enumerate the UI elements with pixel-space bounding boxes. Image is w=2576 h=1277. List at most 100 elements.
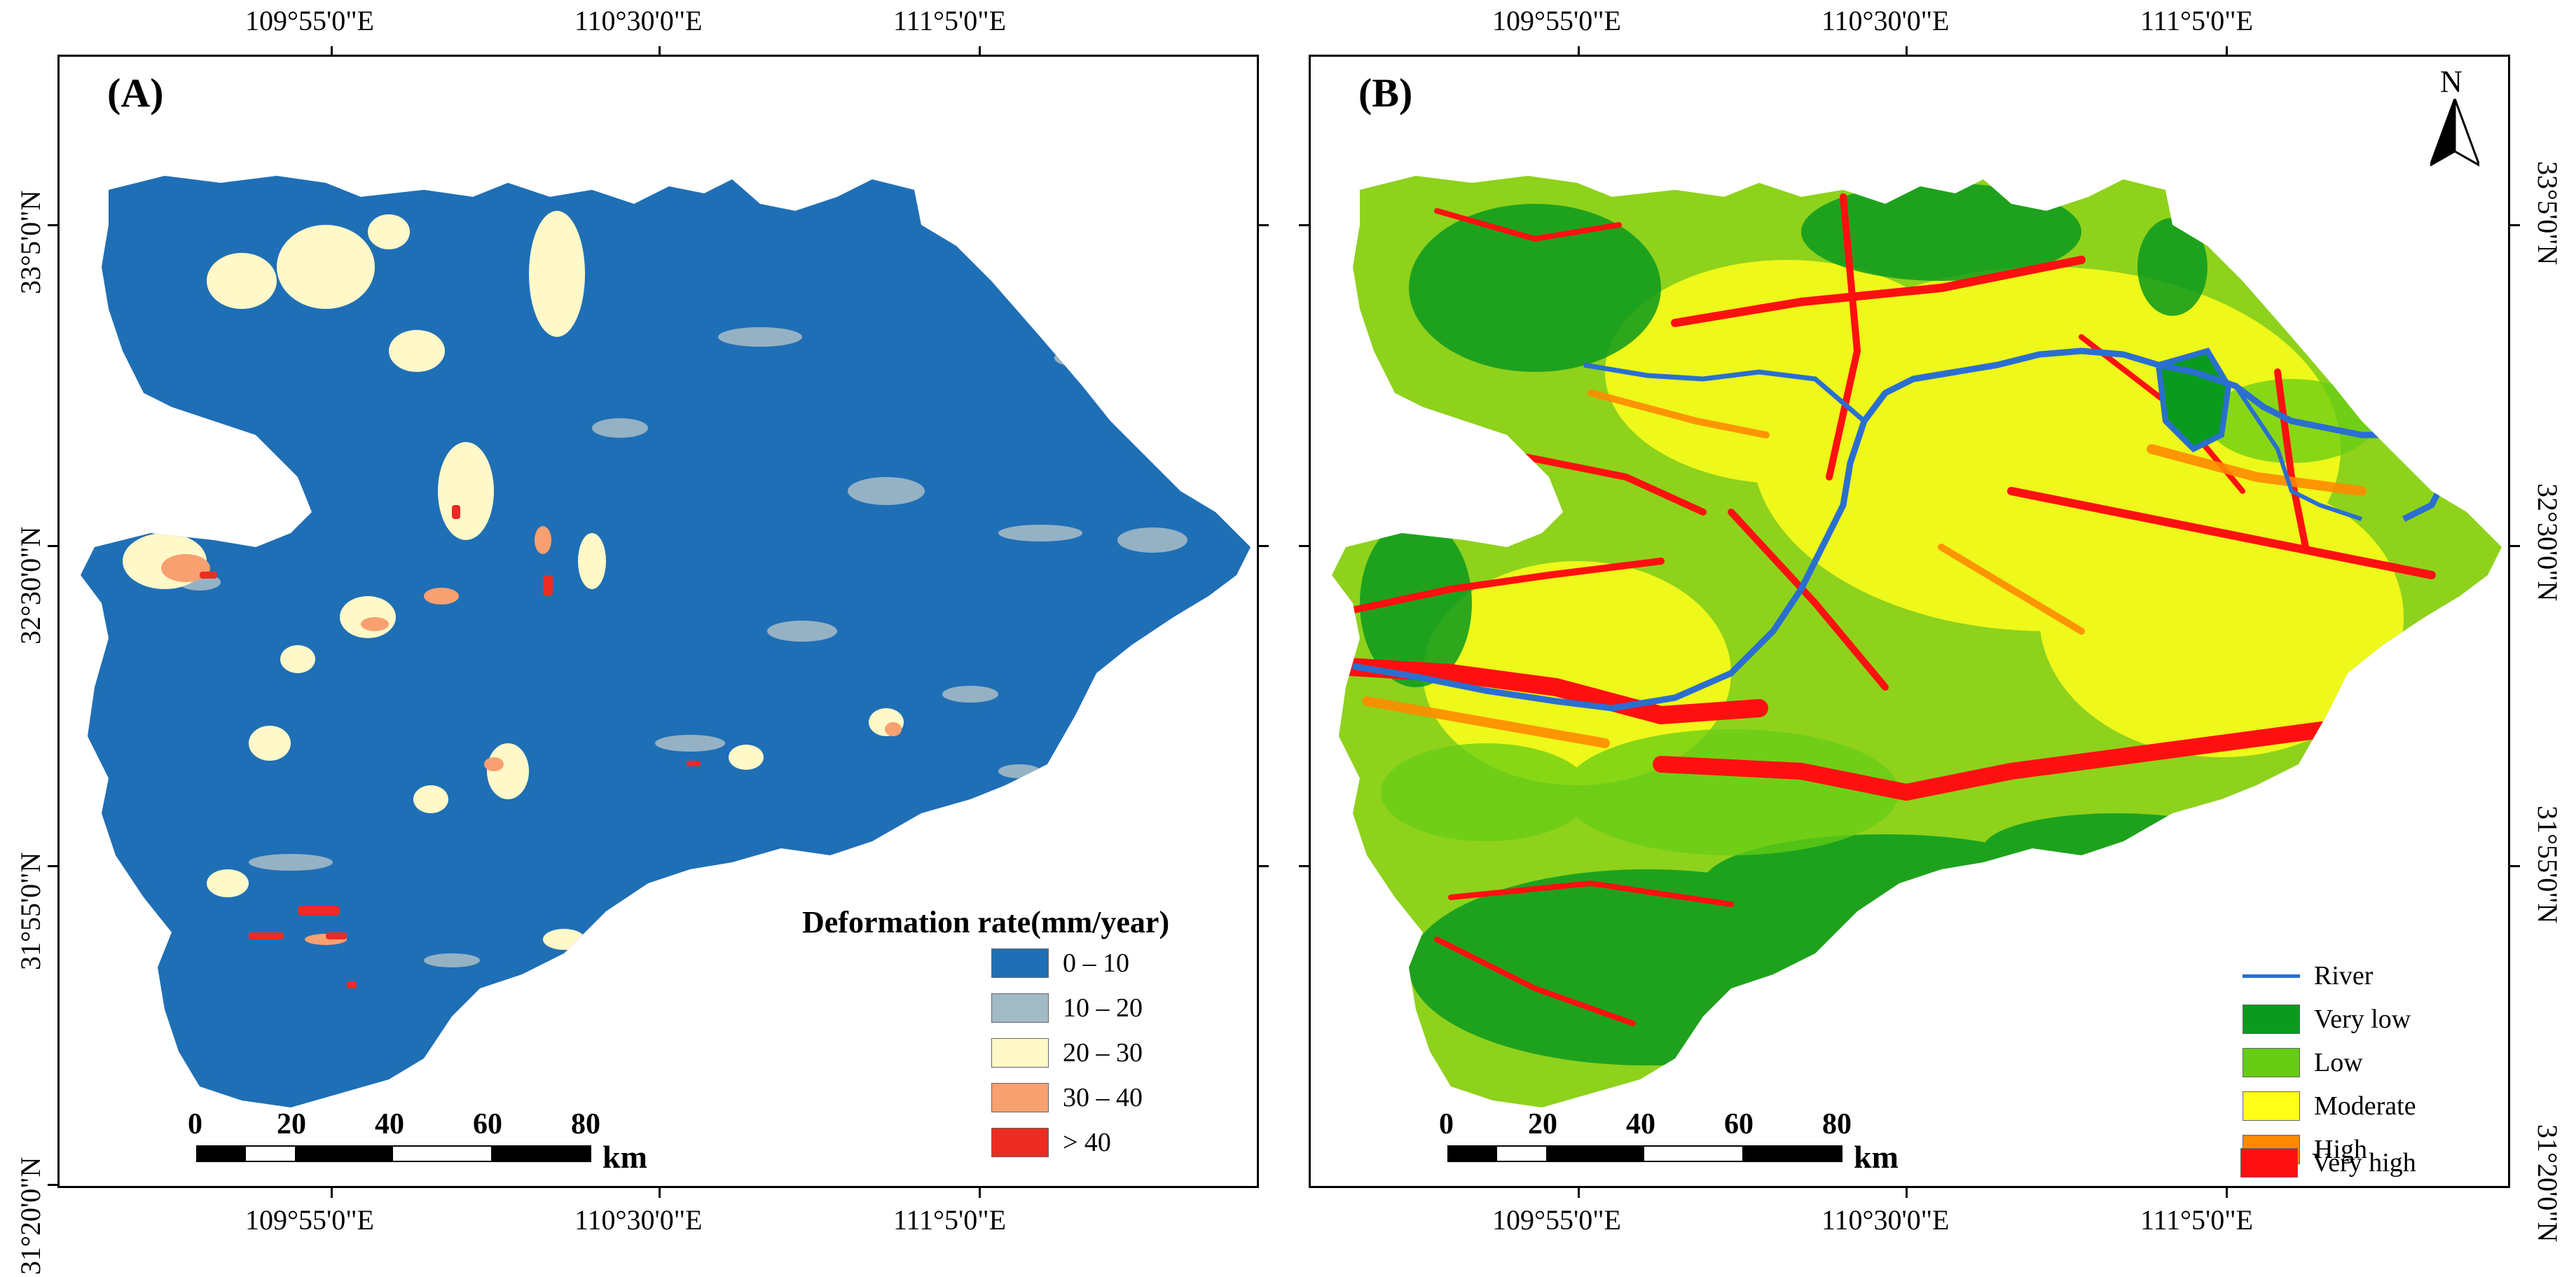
scale-tick-40: 40	[1626, 1108, 1655, 1140]
tick-top-a2	[659, 46, 661, 56]
tick-bot-a2	[659, 1188, 661, 1198]
top-lon-label-2: 110°30'0"E	[574, 5, 703, 36]
tick-top-a3	[979, 46, 981, 56]
tick-mid-b3	[1299, 865, 1309, 867]
tick-top-b3	[2226, 46, 2228, 56]
legend-label: Moderate	[2314, 1091, 2416, 1121]
scale-bar-a: 0 20 40 60 80 km	[188, 1107, 647, 1178]
legend-swatch	[2243, 1005, 2300, 1034]
legend-item-0-10: 0 – 10	[991, 948, 1129, 979]
deformation-map	[81, 176, 1251, 1107]
tick-mid-a1	[1259, 224, 1269, 226]
tick-mid-b2	[1299, 545, 1309, 547]
legend-swatch	[2240, 1148, 2298, 1178]
legend-item-20-30: 20 – 30	[991, 1037, 1143, 1068]
north-arrow: N	[2425, 64, 2488, 169]
tick-left-4	[48, 1184, 57, 1186]
scale-bar-b: 0 20 40 60 80 km	[1439, 1107, 1899, 1178]
lat-label-right-2: 32°30'0"N	[2532, 483, 2563, 602]
legend-label: 20 – 30	[1063, 1038, 1143, 1068]
deformation-legend-title: Deformation rate(mm/year)	[802, 905, 1170, 939]
scale-unit: km	[1854, 1139, 1899, 1175]
bottom-lon-label-4: 109°55'0"E	[1492, 1204, 1621, 1236]
legend-swatch	[991, 993, 1049, 1023]
scale-unit: km	[602, 1139, 647, 1175]
panel-a-label: (A)	[107, 70, 164, 116]
tick-bot-a1	[331, 1188, 333, 1198]
tick-left-1	[48, 224, 57, 226]
legend-item-very-low: Very low	[2243, 1004, 2411, 1035]
tick-right-2	[2510, 545, 2520, 547]
legend-swatch	[991, 1038, 1049, 1068]
lat-label-left-4: 31°20'0"N	[15, 1157, 46, 1275]
scale-tick-40: 40	[375, 1108, 404, 1140]
legend-label: River	[2314, 961, 2374, 990]
legend-label: 30 – 40	[1063, 1083, 1143, 1112]
lat-label-left-3: 31°55'0"N	[15, 852, 46, 970]
tick-top-a1	[331, 46, 333, 56]
scale-tick-80: 80	[571, 1108, 600, 1140]
north-arrow-icon	[2430, 99, 2479, 167]
legend-item-moderate: Moderate	[2243, 1091, 2416, 1121]
panel-b-label: (B)	[1358, 70, 1413, 116]
lat-label-right-1: 33°5'0"N	[2532, 161, 2563, 265]
legend-label: Very high	[2312, 1148, 2416, 1178]
scale-tick-20: 20	[1528, 1108, 1557, 1140]
legend-swatch	[991, 948, 1049, 978]
susceptibility-map	[1332, 176, 2502, 1107]
legend-label: High	[2314, 1135, 2367, 1164]
tick-bot-b1	[1578, 1188, 1580, 1198]
legend-item-very-high-row: Very high	[2240, 1147, 2416, 1178]
tick-top-b1	[1578, 46, 1580, 56]
legend-label: 0 – 10	[1063, 948, 1129, 978]
scale-tick-60: 60	[1724, 1108, 1754, 1140]
tick-left-2	[48, 545, 57, 547]
scale-tick-20: 20	[277, 1108, 306, 1140]
scale-tick-80: 80	[1822, 1108, 1852, 1140]
lat-label-right-3: 31°55'0"N	[2532, 806, 2563, 924]
north-label: N	[2440, 64, 2463, 99]
scale-bar-graphic	[196, 1145, 591, 1162]
legend-label: Low	[2314, 1048, 2363, 1077]
tick-bot-a3	[979, 1188, 981, 1198]
scale-bar-graphic	[1447, 1145, 1843, 1162]
scale-tick-60: 60	[473, 1108, 502, 1140]
legend-label: Very low	[2314, 1005, 2411, 1034]
legend-swatch	[2243, 1048, 2300, 1077]
scale-tick-0: 0	[1439, 1108, 1454, 1140]
legend-item-over-40: > 40	[991, 1127, 1111, 1158]
top-lon-label-4: 109°55'0"E	[1492, 5, 1621, 36]
tick-left-3	[48, 865, 57, 867]
panel-b-susceptibility-map: (B)	[1309, 55, 2510, 1188]
legend-item-30-40: 30 – 40	[991, 1082, 1143, 1113]
legend-swatch	[991, 1083, 1049, 1112]
lat-label-right-4: 31°20'0"N	[2532, 1124, 2563, 1243]
bottom-lon-label-5: 110°30'0"E	[1821, 1204, 1950, 1236]
legend-label: 10 – 20	[1063, 993, 1143, 1023]
top-lon-label-1: 109°55'0"E	[245, 5, 374, 36]
panel-a-deformation-map: (A)	[57, 55, 1259, 1188]
top-lon-label-3: 111°5'0"E	[893, 5, 1006, 36]
lat-label-left-2: 32°30'0"N	[15, 526, 46, 644]
bottom-lon-label-3: 111°5'0"E	[893, 1204, 1006, 1236]
legend-item-low: Low	[2243, 1047, 2363, 1078]
tick-bot-b3	[2226, 1188, 2228, 1198]
tick-right-3	[2510, 865, 2520, 867]
bottom-lon-label-6: 111°5'0"E	[2140, 1204, 2253, 1236]
legend-label: > 40	[1063, 1128, 1111, 1157]
lat-label-left-1: 33°5'0"N	[15, 190, 46, 294]
legend-item-10-20: 10 – 20	[991, 993, 1143, 1023]
bottom-lon-label-2: 110°30'0"E	[574, 1204, 703, 1236]
tick-mid-a3	[1259, 865, 1269, 867]
tick-top-b2	[1906, 46, 1908, 56]
legend-swatch	[991, 1128, 1049, 1157]
tick-mid-b1	[1299, 224, 1309, 226]
scale-tick-0: 0	[188, 1108, 202, 1140]
top-lon-label-6: 111°5'0"E	[2140, 5, 2253, 36]
legend-swatch	[2243, 1091, 2300, 1121]
river-line-swatch	[2243, 974, 2300, 978]
top-lon-label-5: 110°30'0"E	[1821, 5, 1950, 36]
bottom-lon-label-1: 109°55'0"E	[245, 1204, 374, 1236]
tick-mid-a2	[1259, 545, 1269, 547]
tick-right-1	[2510, 224, 2520, 226]
